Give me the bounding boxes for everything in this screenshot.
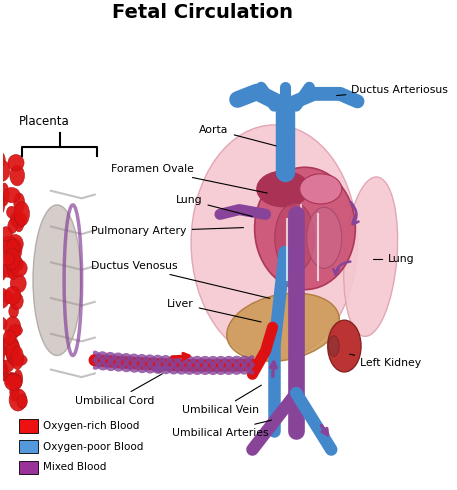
Ellipse shape (0, 360, 14, 373)
Text: Aorta: Aorta (199, 124, 276, 146)
Ellipse shape (14, 193, 25, 213)
Ellipse shape (10, 274, 26, 293)
Ellipse shape (0, 342, 5, 365)
Ellipse shape (14, 369, 23, 388)
Ellipse shape (6, 239, 19, 260)
Ellipse shape (0, 288, 10, 309)
Bar (19, 461, 38, 474)
Ellipse shape (17, 394, 27, 408)
Ellipse shape (0, 183, 9, 206)
Ellipse shape (11, 260, 27, 277)
Text: Umbilical Arteries: Umbilical Arteries (172, 420, 271, 438)
Ellipse shape (344, 177, 398, 337)
Ellipse shape (9, 389, 27, 411)
Text: Mixed Blood: Mixed Blood (43, 463, 106, 472)
Bar (19, 440, 38, 453)
Ellipse shape (0, 227, 12, 241)
Text: Placenta: Placenta (19, 115, 69, 128)
Ellipse shape (0, 360, 8, 382)
Ellipse shape (0, 159, 10, 182)
Ellipse shape (6, 339, 20, 365)
Ellipse shape (0, 337, 5, 360)
Ellipse shape (5, 317, 21, 339)
Ellipse shape (0, 263, 6, 281)
Ellipse shape (5, 373, 22, 387)
Ellipse shape (10, 211, 27, 228)
Ellipse shape (10, 165, 25, 186)
Text: Pulmonary Artery: Pulmonary Artery (91, 226, 244, 236)
Ellipse shape (0, 240, 9, 254)
Ellipse shape (0, 317, 7, 330)
Ellipse shape (255, 167, 356, 290)
Text: Lung: Lung (176, 195, 252, 217)
Ellipse shape (10, 381, 19, 401)
Ellipse shape (0, 307, 2, 328)
Ellipse shape (328, 320, 361, 372)
Ellipse shape (9, 354, 27, 366)
Ellipse shape (3, 188, 20, 203)
Text: Left Kidney: Left Kidney (350, 354, 421, 368)
Ellipse shape (329, 336, 339, 356)
Ellipse shape (0, 357, 6, 377)
Ellipse shape (4, 238, 22, 263)
Ellipse shape (6, 206, 16, 218)
Ellipse shape (0, 365, 6, 376)
Ellipse shape (9, 325, 22, 336)
Ellipse shape (8, 219, 17, 233)
Ellipse shape (1, 236, 16, 252)
Ellipse shape (307, 207, 342, 269)
Ellipse shape (14, 201, 29, 226)
Ellipse shape (4, 248, 20, 270)
Bar (19, 419, 38, 433)
Ellipse shape (11, 346, 24, 369)
Ellipse shape (33, 205, 81, 355)
Ellipse shape (8, 154, 24, 171)
Ellipse shape (227, 293, 340, 362)
Ellipse shape (0, 263, 16, 277)
Ellipse shape (5, 255, 23, 272)
Ellipse shape (0, 192, 5, 216)
Text: Liver: Liver (167, 299, 261, 322)
Ellipse shape (275, 202, 314, 273)
Ellipse shape (9, 305, 18, 318)
Ellipse shape (5, 374, 22, 391)
Text: Umbilical Vein: Umbilical Vein (181, 385, 261, 415)
Ellipse shape (6, 349, 16, 364)
Ellipse shape (191, 125, 357, 360)
Ellipse shape (5, 372, 18, 384)
Text: Foramen Ovale: Foramen Ovale (111, 164, 267, 193)
Title: Fetal Circulation: Fetal Circulation (112, 3, 293, 22)
Text: Ductus Venosus: Ductus Venosus (91, 261, 270, 298)
Ellipse shape (7, 234, 23, 253)
Text: Oxygen-poor Blood: Oxygen-poor Blood (43, 442, 143, 452)
Text: Lung: Lung (373, 254, 415, 265)
Ellipse shape (14, 213, 24, 232)
Ellipse shape (257, 171, 309, 207)
Ellipse shape (0, 336, 19, 356)
Ellipse shape (0, 152, 5, 168)
Ellipse shape (5, 286, 21, 305)
Ellipse shape (3, 330, 16, 344)
Ellipse shape (10, 293, 23, 310)
Text: Umbilical Cord: Umbilical Cord (75, 374, 162, 406)
Ellipse shape (2, 291, 13, 303)
Ellipse shape (300, 174, 342, 204)
Ellipse shape (1, 253, 15, 265)
Text: Oxygen-rich Blood: Oxygen-rich Blood (43, 421, 139, 431)
Text: Ductus Arteriosus: Ductus Arteriosus (337, 85, 448, 96)
Ellipse shape (7, 260, 19, 280)
